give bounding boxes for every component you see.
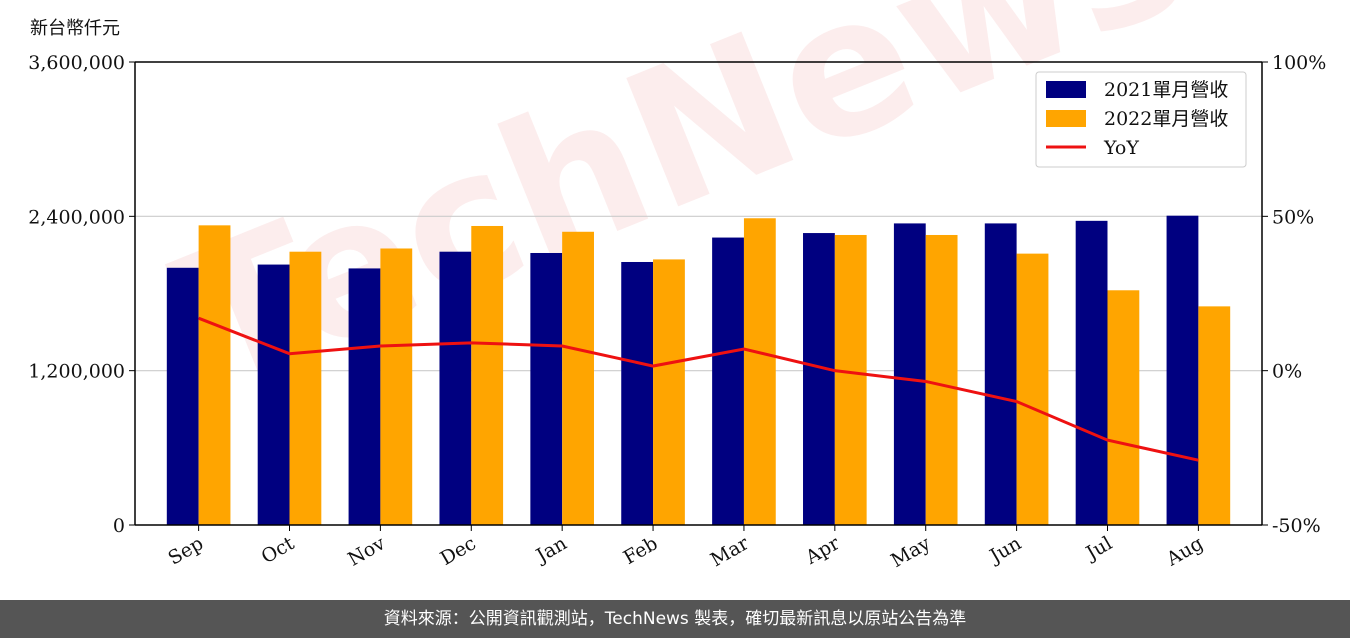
x-tick-label: Mar bbox=[707, 532, 753, 571]
bar-2022-jul bbox=[1107, 290, 1140, 525]
x-tick-label: Feb bbox=[620, 532, 662, 569]
bar-2021-jun bbox=[984, 223, 1017, 525]
y2-tick-label: -50% bbox=[1272, 515, 1321, 537]
bar-2022-jun bbox=[1016, 253, 1049, 525]
bar-2021-jan bbox=[530, 252, 563, 526]
x-tick-label: Sep bbox=[165, 532, 208, 569]
y-tick-label: 1,200,000 bbox=[28, 361, 125, 383]
bar-2022-sep bbox=[198, 225, 231, 525]
bar-2021-feb bbox=[621, 261, 654, 525]
y-tick-label: 3,600,000 bbox=[28, 52, 125, 74]
legend-box bbox=[1035, 71, 1247, 168]
x-tick-label: Jul bbox=[1081, 532, 1116, 565]
y2-tick-label: 100% bbox=[1272, 52, 1326, 74]
source-footer: 資料來源：公開資訊觀測站，TechNews 製表，確切最新訊息以原站公告為準 bbox=[0, 600, 1350, 638]
bar-2022-oct bbox=[289, 251, 322, 525]
bar-2021-oct bbox=[257, 264, 290, 525]
x-tick-label: Dec bbox=[437, 532, 480, 570]
bar-2021-sep bbox=[166, 267, 199, 525]
bar-2022-mar bbox=[743, 218, 776, 525]
y2-tick-label: 0% bbox=[1272, 361, 1302, 383]
y-tick-label: 2,400,000 bbox=[28, 206, 125, 228]
x-tick-label: Nov bbox=[344, 532, 389, 571]
y2-tick-label: 50% bbox=[1272, 206, 1314, 228]
bar-2022-may bbox=[925, 234, 958, 526]
revenue-chart: 0 1,200,000 2,400,000 3,600,000 -50% 0% 50% 100… bbox=[28, 52, 1326, 572]
bar-2022-apr bbox=[834, 234, 867, 526]
x-tick-label: May bbox=[887, 532, 934, 572]
yoy-line bbox=[198, 316, 1199, 462]
bar-2021-apr bbox=[803, 233, 835, 525]
x-tick-label: Oct bbox=[258, 532, 299, 568]
legend-label-2: YoY bbox=[1103, 137, 1139, 159]
x-tick-label: Jun bbox=[985, 532, 1026, 568]
x-tick-label: Aug bbox=[1162, 532, 1207, 571]
y-axis-unit-label: 新台幣仟元 bbox=[30, 18, 120, 39]
bar-2022-aug bbox=[1198, 306, 1231, 525]
bar-2021-nov bbox=[348, 268, 381, 525]
bar-2021-dec bbox=[439, 251, 472, 525]
bar-2022-nov bbox=[380, 248, 413, 525]
x-tick-label: Apr bbox=[801, 532, 844, 569]
y-tick-label: 0 bbox=[113, 515, 125, 537]
bar-2022-feb bbox=[653, 259, 685, 525]
bar-2021-mar bbox=[712, 237, 744, 525]
legend-swatch-0 bbox=[1046, 81, 1086, 98]
legend-label-1: 2022單月營收 bbox=[1104, 108, 1228, 130]
bar-2021-may bbox=[893, 223, 926, 525]
bar-2021-aug bbox=[1166, 215, 1199, 525]
legend-label-0: 2021單月營收 bbox=[1104, 79, 1228, 101]
bar-2022-dec bbox=[471, 225, 504, 525]
x-tick-label: Jan bbox=[531, 532, 571, 568]
bar-2021-jul bbox=[1075, 220, 1108, 525]
bar-2022-jan bbox=[562, 231, 594, 525]
legend-swatch-1 bbox=[1046, 110, 1086, 127]
